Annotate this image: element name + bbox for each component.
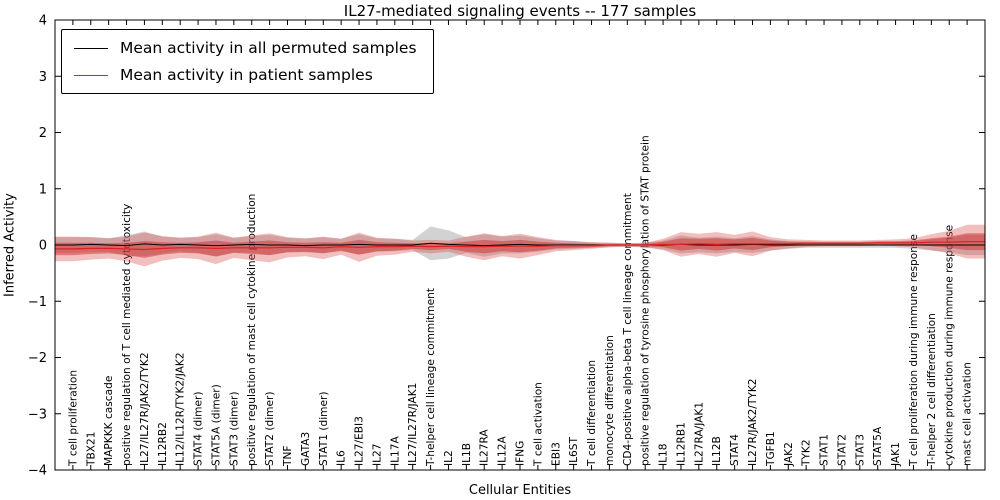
y-tick-label: 2 (39, 126, 47, 141)
y-tick-label: −4 (28, 464, 47, 479)
category-label: IL12RB1 (675, 422, 687, 466)
y-tick-label: −1 (28, 295, 47, 310)
category-label: JAK2 (783, 442, 795, 467)
category-label: EBI3 (550, 442, 562, 466)
category-label: STAT2 (836, 434, 848, 466)
category-label: CD4-positive alpha-beta T cell lineage c… (622, 193, 634, 466)
legend-item-permuted: Mean activity in all permuted samples (74, 39, 417, 57)
category-label: STAT1 (819, 434, 831, 466)
y-tick-label: −2 (28, 351, 47, 366)
category-label: mast cell activation (962, 362, 974, 466)
category-label: IL6ST (568, 437, 580, 466)
x-ticks (72, 20, 968, 470)
y-tick-label: 1 (39, 182, 47, 197)
category-label: IL12B (711, 436, 723, 466)
category-label: IL27/EBI3 (354, 416, 366, 466)
category-label: positive regulation of tyrosine phosphor… (640, 135, 652, 466)
category-label: T cell differentiation (586, 360, 598, 467)
legend-label-patient: Mean activity in patient samples (120, 66, 373, 84)
category-label: GATA3 (300, 432, 312, 466)
category-label: IL2 (443, 450, 455, 466)
y-ticks: −4 −3 −2 −1 0 1 2 3 4 (28, 14, 985, 479)
category-label: IL27RA (479, 429, 491, 466)
permuted-band (55, 226, 985, 261)
category-label: positive regulation of mast cell cytokin… (246, 194, 258, 466)
category-label: cytokine production during immune respon… (944, 225, 956, 466)
category-label: TYK2 (801, 439, 813, 467)
patient-line-swatch (74, 74, 108, 76)
category-label: TBX21 (85, 432, 97, 467)
patient-mean-line (55, 241, 985, 251)
legend-item-patient: Mean activity in patient samples (74, 66, 417, 84)
category-label: MAPKKK cascade (103, 376, 115, 466)
category-label: STAT4 (729, 434, 741, 466)
category-label: IL6 (336, 450, 348, 466)
category-label: IL12A (497, 435, 509, 466)
category-label: IL27 (371, 443, 383, 466)
category-label: IL12/IL12R/TYK2/JAK2 (175, 352, 187, 466)
legend: Mean activity in all permuted samples Me… (61, 29, 434, 94)
category-label: T-helper cell lineage commitment (425, 288, 437, 467)
legend-label-permuted: Mean activity in all permuted samples (120, 39, 417, 57)
category-label: IL27R/JAK2/TYK2 (747, 378, 759, 466)
category-label: IL18 (658, 443, 670, 466)
category-label: T cell proliferation (67, 370, 79, 467)
chart-title: IL27-mediated signaling events -- 177 sa… (343, 2, 697, 20)
category-label: TNF (282, 446, 294, 468)
category-label: positive regulation of T cell mediated c… (121, 204, 133, 466)
category-label: STAT3 (dimer) (228, 391, 240, 466)
category-label: STAT5A (872, 426, 884, 466)
y-tick-label: −3 (28, 407, 47, 422)
category-label: IL27/IL27R/JAK1 (407, 383, 419, 466)
category-label: STAT4 (dimer) (193, 391, 205, 466)
category-label: IL17A (389, 435, 401, 466)
category-label: STAT5A (dimer) (210, 384, 222, 466)
category-label: IL27/IL27R/JAK2/TYK2 (139, 352, 151, 466)
category-label: STAT2 (dimer) (264, 391, 276, 466)
category-label: JAK1 (890, 442, 902, 467)
category-label: IL12RB2 (157, 422, 169, 466)
category-label: monocyte differentiation (604, 335, 616, 466)
category-label: STAT3 (854, 434, 866, 466)
category-label: IL1B (461, 443, 473, 466)
category-label: IFNG (515, 441, 527, 466)
y-tick-label: 0 (39, 239, 47, 254)
category-label: T-helper 2 cell differentiation (926, 313, 938, 467)
category-label: T cell proliferation during immune respo… (908, 234, 920, 467)
y-tick-label: 3 (39, 70, 47, 85)
x-axis-label: Cellular Entities (468, 483, 572, 498)
permuted-mean-line (55, 242, 985, 247)
category-label: T cell activation (532, 382, 544, 467)
category-label: IL27RA/JAK1 (693, 402, 705, 466)
category-labels: T cell proliferation TBX21 MAPKKK cascade p… (67, 135, 973, 467)
category-label: STAT1 (dimer) (318, 391, 330, 466)
permuted-line-swatch (74, 47, 108, 49)
category-label: TGFB1 (765, 431, 777, 467)
y-tick-label: 4 (39, 14, 47, 29)
